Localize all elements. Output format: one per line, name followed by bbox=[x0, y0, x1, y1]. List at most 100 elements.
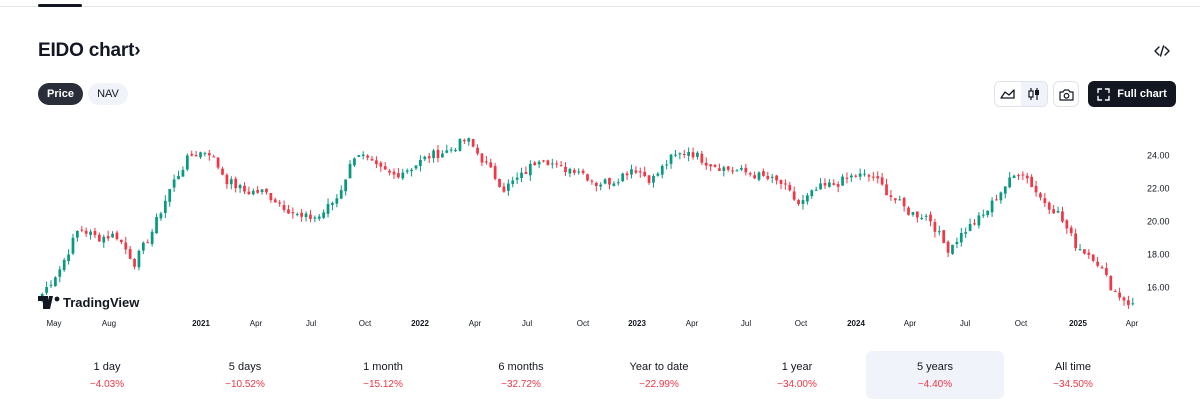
candle bbox=[863, 169, 866, 177]
candle bbox=[612, 181, 616, 187]
candle bbox=[590, 179, 594, 185]
candle bbox=[207, 150, 211, 161]
candle bbox=[836, 181, 840, 193]
chart-title-link[interactable]: EIDO chart› bbox=[38, 40, 141, 62]
candle bbox=[951, 244, 954, 255]
candle bbox=[770, 174, 774, 184]
period-5d[interactable]: 5 days −10.52% bbox=[176, 351, 314, 399]
tradingview-logo-icon bbox=[38, 296, 53, 309]
price-toggle[interactable]: Price bbox=[38, 83, 83, 105]
candle bbox=[546, 159, 550, 166]
period-1d[interactable]: 1 day −4.03% bbox=[38, 351, 176, 399]
candle bbox=[67, 249, 70, 265]
candle bbox=[1003, 186, 1007, 199]
nav-toggle[interactable]: NAV bbox=[88, 83, 128, 105]
candle bbox=[731, 166, 734, 175]
candle bbox=[885, 178, 888, 196]
candle bbox=[49, 280, 53, 289]
candle bbox=[652, 174, 655, 188]
candle bbox=[502, 182, 506, 193]
x-tick-label: Apr bbox=[686, 319, 699, 328]
candles-layer bbox=[40, 137, 1135, 310]
chart-title: EIDO chart bbox=[38, 40, 135, 61]
candle bbox=[744, 163, 748, 176]
y-tick-label: 20.00 bbox=[1147, 216, 1170, 226]
candle bbox=[806, 192, 809, 205]
candle bbox=[229, 176, 233, 190]
period-change: −15.12% bbox=[363, 378, 403, 390]
price-chart[interactable]: 24.00 22.00 20.00 18.00 16.00 May Aug 2021 Apr J… bbox=[0, 120, 1200, 340]
candle bbox=[515, 172, 519, 184]
candle bbox=[269, 192, 273, 203]
candle bbox=[898, 195, 902, 201]
full-chart-button[interactable]: Full chart bbox=[1088, 81, 1176, 107]
candle bbox=[625, 171, 629, 180]
candle bbox=[735, 168, 739, 172]
candle bbox=[929, 211, 932, 227]
candle bbox=[181, 166, 185, 177]
candle bbox=[911, 212, 915, 217]
candle bbox=[1087, 249, 1091, 259]
candle bbox=[93, 227, 97, 239]
candle bbox=[687, 147, 691, 162]
period-ytd[interactable]: Year to date −22.99% bbox=[590, 351, 728, 399]
screenshot-button[interactable] bbox=[1053, 81, 1079, 107]
candle bbox=[163, 195, 167, 218]
candle bbox=[463, 138, 466, 145]
camera-icon bbox=[1058, 88, 1074, 101]
candle bbox=[317, 213, 321, 221]
candle bbox=[634, 166, 638, 175]
area-style-button[interactable] bbox=[995, 82, 1021, 106]
candle bbox=[722, 165, 726, 177]
candle bbox=[581, 168, 585, 175]
period-1y[interactable]: 1 year −34.00% bbox=[728, 351, 866, 399]
candle bbox=[168, 189, 172, 207]
candle bbox=[89, 229, 92, 240]
candle bbox=[674, 150, 677, 158]
candle bbox=[986, 210, 990, 218]
candle bbox=[375, 156, 378, 169]
candles-style-button[interactable] bbox=[1021, 82, 1047, 106]
candle bbox=[58, 265, 62, 283]
candle bbox=[234, 176, 238, 193]
candle bbox=[414, 165, 418, 171]
candle bbox=[221, 166, 224, 176]
candle bbox=[678, 152, 682, 160]
period-5y[interactable]: 5 years −4.40% bbox=[866, 351, 1004, 399]
candle bbox=[854, 174, 858, 178]
period-1m[interactable]: 1 month −15.12% bbox=[314, 351, 452, 399]
candle bbox=[361, 151, 365, 160]
x-tick-label: Oct bbox=[577, 319, 590, 328]
candle bbox=[550, 158, 554, 169]
period-label: 5 years bbox=[916, 360, 954, 373]
candle bbox=[436, 145, 440, 163]
candle bbox=[273, 197, 277, 203]
candle bbox=[542, 159, 545, 163]
candle bbox=[392, 168, 396, 179]
period-6m[interactable]: 6 months −32.72% bbox=[452, 351, 590, 399]
candle bbox=[524, 166, 528, 175]
candle bbox=[1078, 244, 1082, 251]
candle bbox=[348, 160, 352, 179]
period-change: −34.50% bbox=[1053, 378, 1093, 390]
area-chart-icon bbox=[1000, 89, 1015, 99]
candle bbox=[102, 234, 106, 248]
candle bbox=[441, 150, 444, 158]
candle bbox=[489, 158, 493, 169]
candle bbox=[471, 138, 475, 148]
period-change: −10.52% bbox=[225, 378, 265, 390]
candle bbox=[62, 257, 66, 272]
candle bbox=[696, 151, 699, 160]
candle bbox=[981, 209, 985, 218]
candle bbox=[454, 147, 457, 153]
fullscreen-icon bbox=[1097, 87, 1110, 101]
candle bbox=[748, 171, 752, 177]
y-tick-label: 18.00 bbox=[1147, 249, 1170, 259]
embed-code-button[interactable] bbox=[1151, 40, 1173, 62]
period-all[interactable]: All time −34.50% bbox=[1004, 351, 1142, 399]
candle bbox=[76, 230, 79, 242]
candle bbox=[216, 156, 220, 170]
candle bbox=[788, 181, 792, 192]
candle bbox=[115, 230, 119, 241]
candle bbox=[405, 168, 409, 175]
